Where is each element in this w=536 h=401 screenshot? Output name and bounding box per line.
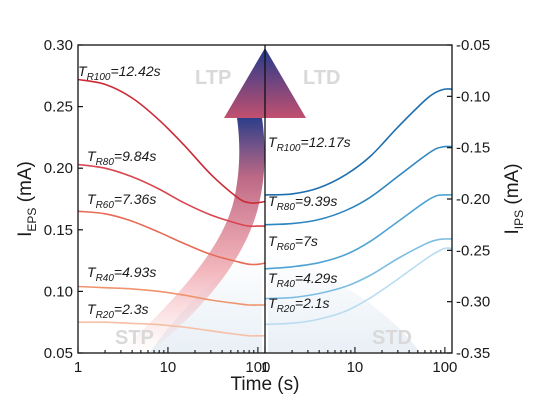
right-y-tick-label: -0.05 (456, 37, 490, 54)
region-label-std: STD (372, 327, 412, 349)
annotation-subscript: R100 (277, 143, 301, 154)
annotation-subscript: R80 (96, 157, 115, 168)
y-axis-label-right-unit: (mA) (502, 163, 523, 209)
annotation-symbol: T (268, 233, 278, 249)
annotation-symbol: T (87, 191, 97, 207)
annotation-symbol: T (268, 193, 278, 209)
left-y-tick-label: 0.30 (44, 37, 73, 54)
left-series-r100 (77, 78, 266, 204)
annotation-value: =9.84s (114, 148, 156, 164)
axes: 0.05 0.10 0.15 0.20 0.25 0.30 -0.35 -0.30 -0.25 -… (44, 37, 490, 376)
left-series-r80 (77, 163, 265, 228)
annotation-value: =9.39s (295, 193, 337, 209)
right-y-tick-label: -0.15 (456, 140, 490, 157)
annotation-subscript: R60 (96, 200, 115, 211)
annotation-symbol: T (87, 148, 97, 164)
right-x-tick-label: 1 (261, 359, 269, 376)
annotation-symbol: T (87, 264, 97, 280)
annotation-subscript: R20 (277, 304, 296, 315)
y-axis-label-right-sub: IPS (512, 210, 526, 229)
right-annotation-r100: TR100=12.17s (268, 134, 351, 154)
right-y-tick-label: -0.25 (456, 242, 490, 259)
annotation-value: =4.29s (295, 270, 337, 286)
annotation-subscript: R40 (277, 279, 296, 290)
left-x-tick-label: 10 (160, 359, 177, 376)
y-axis-label-right-main: I (502, 229, 523, 234)
left-y-tick-label: 0.15 (44, 222, 73, 239)
annotation-value: =12.42s (110, 63, 160, 79)
left-series-r20 (77, 321, 265, 337)
right-annotation-r20: TR20=2.1s (268, 295, 330, 315)
region-label-ltp: LTP (195, 67, 231, 89)
region-labels: LTP STP LTD STD (115, 67, 412, 349)
annotation-subscript: R20 (96, 310, 115, 321)
left-series-r60 (77, 210, 266, 266)
annotation-symbol: T (268, 134, 278, 150)
series-annotations: TR100=12.42sTR80=9.84sTR60=7.36sTR40=4.9… (78, 63, 351, 321)
left-annotation-r100: TR100=12.42s (78, 63, 161, 83)
left-y-tick-label: 0.05 (44, 345, 73, 362)
right-annotation-r40: TR40=4.29s (268, 270, 337, 290)
left-annotation-r20: TR20=2.3s (87, 301, 149, 321)
left-annotation-r60: TR60=7.36s (87, 191, 156, 211)
annotation-value: =7.36s (114, 191, 156, 207)
right-annotation-r60: TR60=7s (268, 233, 318, 253)
annotation-value: =7s (295, 233, 318, 249)
left-y-tick-label: 0.10 (44, 283, 73, 300)
annotation-symbol: T (87, 301, 97, 317)
y-axis-label-left: IEPS (mA) (15, 161, 39, 237)
annotation-subscript: R40 (96, 273, 115, 284)
annotation-subscript: R100 (87, 72, 111, 83)
left-y-tick-label: 0.25 (44, 99, 73, 116)
annotation-value: =2.3s (114, 301, 149, 317)
annotation-symbol: T (268, 270, 278, 286)
growth-arrow (120, 118, 265, 352)
right-series-r100 (264, 88, 453, 196)
right-y-tick-label: -0.30 (456, 294, 490, 311)
series-layer (77, 78, 453, 337)
y-axis-label-left-main: I (15, 232, 36, 237)
annotation-value: =2.1s (295, 295, 330, 311)
fade-overlay (150, 250, 420, 352)
annotation-value: =4.93s (114, 264, 156, 280)
right-x-tick-label: 10 (347, 359, 364, 376)
region-label-ltd: LTD (303, 67, 340, 89)
left-series-r40 (77, 285, 265, 306)
y-axis-label-right: IIPS (mA) (502, 163, 526, 234)
y-axis-label-left-unit: (mA) (15, 161, 36, 207)
right-y-tick-label: -0.20 (456, 191, 490, 208)
annotation-subscript: R80 (277, 202, 296, 213)
y-axis-label-left-sub: EPS (25, 208, 39, 232)
left-x-tick-label: 100 (245, 359, 270, 376)
right-y-tick-label: -0.10 (456, 88, 490, 105)
right-annotation-r80: TR80=9.39s (268, 193, 337, 213)
left-annotation-r40: TR40=4.93s (87, 264, 156, 284)
right-series-r80 (264, 145, 453, 226)
annotation-subscript: R60 (277, 242, 296, 253)
left-x-tick-label: 1 (74, 359, 82, 376)
annotation-value: =12.17s (300, 134, 350, 150)
right-y-tick-label: -0.35 (456, 345, 490, 362)
right-series-r40 (264, 238, 453, 300)
right-series-r20 (264, 247, 453, 326)
region-label-stp: STP (115, 327, 154, 349)
annotation-symbol: T (78, 63, 88, 79)
annotation-symbol: T (268, 295, 278, 311)
left-annotation-r80: TR80=9.84s (87, 148, 156, 168)
x-axis-label: Time (s) (231, 374, 300, 395)
left-y-tick-label: 0.20 (44, 160, 73, 177)
right-series-r60 (264, 194, 453, 270)
right-x-tick-label: 100 (432, 359, 457, 376)
